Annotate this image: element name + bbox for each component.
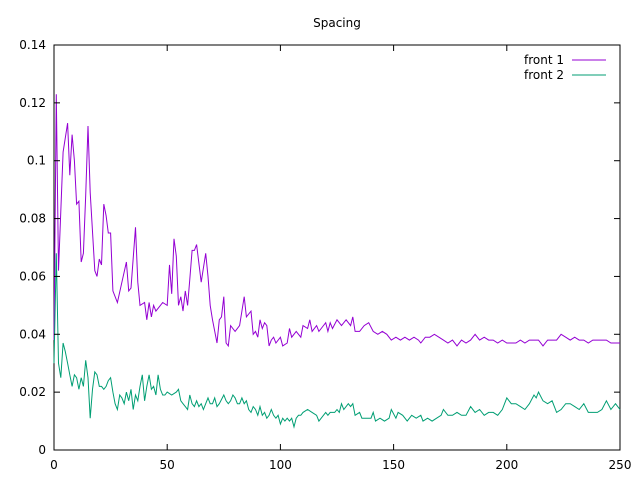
series-line-1	[53, 94, 620, 348]
y-tick-label: 0.06	[19, 269, 46, 283]
legend-label: front 1	[524, 53, 564, 67]
y-tick-label: 0	[38, 443, 46, 457]
y-axis: 0 0.02 0.04 0.06 0.08 0.1 0.12 0.14	[19, 38, 620, 457]
chart-title: Spacing	[313, 16, 361, 30]
x-tick-label: 150	[382, 458, 405, 472]
y-tick-label: 0.02	[19, 385, 46, 399]
series-line-2	[53, 253, 621, 429]
series-layer	[53, 94, 621, 429]
x-tick-label: 200	[495, 458, 518, 472]
y-tick-label: 0.12	[19, 96, 46, 110]
y-tick-label: 0.1	[27, 154, 46, 168]
plot-frame	[53, 44, 621, 451]
x-tick-label: 0	[50, 458, 58, 472]
x-axis: 0 50 100 150 200 250	[50, 45, 631, 472]
x-tick-label: 50	[160, 458, 175, 472]
y-tick-label: 0.14	[19, 38, 46, 52]
y-tick-label: 0.04	[19, 327, 46, 341]
legend-label: front 2	[524, 68, 564, 82]
plot-area	[53, 44, 621, 451]
x-tick-label: 100	[269, 458, 292, 472]
x-tick-label: 250	[609, 458, 632, 472]
y-tick-label: 0.08	[19, 212, 46, 226]
